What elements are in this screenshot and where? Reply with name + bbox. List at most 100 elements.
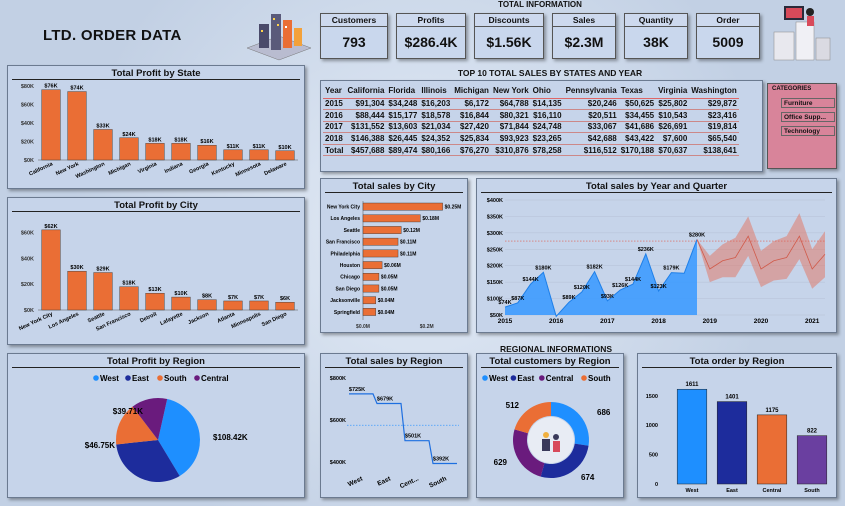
x-tick-label: Lafayette [159,311,183,327]
x-tick-label: South [804,488,820,494]
table-column-header[interactable]: Virginia [656,83,690,99]
title-underline [481,367,619,368]
table-row[interactable]: 2017 $131,552 $13,603 $21,034 $27,420 $71,844… [323,121,739,134]
table-cell: $14,135 [530,98,564,111]
bar [362,272,380,281]
data-label: $24K [122,132,135,138]
legend-label: South [164,374,187,383]
order-by-region-chart[interactable]: 0 500 1000 1500 1611 West 1401 East 1175 Central 8… [638,368,836,497]
categories-title: CATEGORIES [772,86,812,92]
table-column-header[interactable]: California [345,83,387,99]
y-tick-label: $50K [490,313,503,319]
x-tick-label: Minneapolis [231,311,262,330]
data-label: $62K [44,224,57,230]
table-cell: $91,304 [345,98,387,111]
legend-label: East [132,374,149,383]
profit-by-state-panel: Total Profit by State $0K $20K $40K $60K $80… [7,65,305,189]
bar [171,296,191,311]
data-label: $0.12M [403,228,420,234]
bar [362,226,402,234]
bar [223,149,243,161]
kpi-sales: Sales $2.3M [552,13,616,59]
table-row[interactable]: 2016 $88,444 $15,177 $18,578 $16,844 $80,321 $… [323,109,739,122]
table-cell: $116,512 [563,144,619,157]
total-info-label: TOTAL INFORMATION [498,0,582,9]
profit-by-region-chart[interactable]: WestEastSouthCentral$108.42K$91.52K$46.7… [8,368,304,497]
y-tick-label: $200K [487,264,503,270]
data-label: $123K [650,284,666,290]
person-figure [542,439,550,451]
y-tick-label: $40K [21,121,34,127]
data-label: 686 [597,408,611,417]
table-cell: $71,844 [490,121,531,134]
category-technology[interactable]: Technology [781,126,835,136]
bar [119,137,139,161]
legend-label: West [100,374,119,383]
sales-by-city-chart[interactable]: New York City $0.25M Los Angeles $0.18M Seat… [321,193,467,332]
sales-by-year-quarter-chart[interactable]: $50K $100K $150K $200K $250K $300K $350K $400K 2… [477,193,836,332]
table-column-header[interactable]: Pennsylvania [563,83,619,99]
bar [676,388,708,485]
category-furniture[interactable]: Furniture [781,98,835,108]
customers-by-region-chart[interactable]: West East Central South 686 674 629 512 [477,368,623,497]
table-cell: $78,258 [530,144,564,157]
x-tick-label: West [685,488,698,494]
table-column-header[interactable]: Year [323,83,346,99]
donut-center [528,417,574,463]
legend-label: Central [546,374,574,383]
data-label: $0.11M [400,240,416,246]
y-tick-label: $80K [21,84,34,90]
table-column-header[interactable]: Ohio [530,83,564,99]
kpi-label: Discounts [475,14,543,27]
y-tick-label: Chicago [340,275,360,281]
x-tick-label: 2020 [754,318,769,325]
data-label: $10K [278,145,291,151]
sales-by-year-quarter-panel: Total sales by Year and Quarter $50K $100… [476,178,837,333]
table-cell: $15,177 [386,109,420,122]
bar [223,300,243,311]
legend-dot [482,375,488,381]
data-label: $10K [174,291,187,297]
table-row[interactable]: 2018 $146,388 $26,445 $24,352 $25,834 $93,923… [323,132,739,145]
bar [197,299,217,311]
y-tick-label: $250K [487,247,503,253]
table-column-header[interactable]: Washington [689,83,739,99]
table-row[interactable]: 2015 $91,304 $34,248 $16,203 $6,172 $64,788 $1… [323,98,739,111]
profit-by-state-chart[interactable]: $0K$20K$40K$60K$80K $76KCalifornia$74KNew… [8,80,304,188]
table-column-header[interactable]: New York [490,83,531,99]
y-tick-label: $800K [330,376,346,382]
table-column-header[interactable]: Michigan [452,83,491,99]
order-by-region-panel: Tota order by Region 0 500 1000 1500 1611 Wes… [637,353,837,498]
table-column-header[interactable]: Texas [618,83,657,99]
legend-dot [539,375,545,381]
bar [756,414,788,485]
table-cell: $76,270 [452,144,491,157]
bar [67,91,87,161]
title-underline [325,367,463,368]
data-label: $179K [663,266,679,272]
top10-table: Year California Florida Illinois Michigan New… [323,83,739,157]
data-label: $180K [535,265,551,271]
data-label: $7K [228,295,238,301]
category-office-supplies[interactable]: Office Supp... [781,112,835,122]
table-cell: $170,188 [618,144,657,157]
x-tick-label: Virginia [137,161,159,175]
data-label: $6K [280,296,290,302]
bar [197,144,217,161]
table-column-header[interactable]: Illinois [419,83,453,99]
bar [119,286,139,311]
legend-dot [157,375,163,381]
bar [41,229,61,311]
pie-slice [132,398,168,440]
table-column-header[interactable]: Florida [386,83,420,99]
x-tick-label: Detroit [139,311,158,324]
table-cell: $16,203 [419,98,453,111]
table-cell: $21,034 [419,121,453,134]
x-tick-label: 2018 [651,318,666,325]
y-tick-label: San Diego [336,286,360,292]
pie-slice [116,440,180,482]
table-row[interactable]: Total $457,688 $89,474 $80,166 $76,270 $310,8… [323,144,739,157]
y-tick-label: 1000 [646,423,658,429]
sales-by-region-chart[interactable]: $400K $600K $800K$725K West $679K East $501K Ce… [321,368,467,497]
